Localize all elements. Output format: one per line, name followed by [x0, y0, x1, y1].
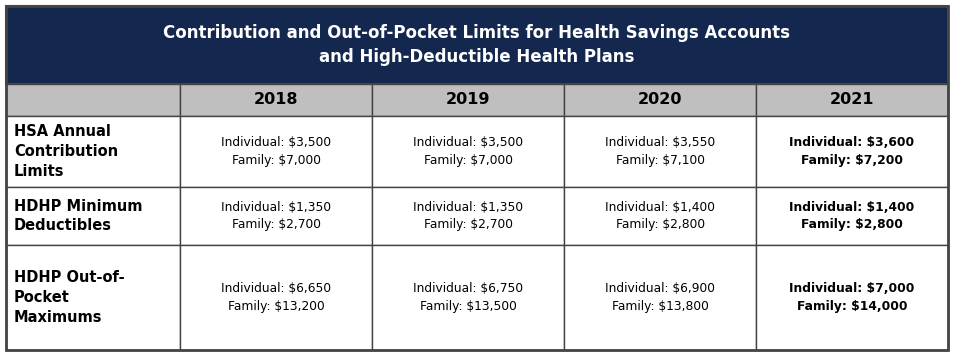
- Bar: [180, 116, 372, 187]
- Text: 2020: 2020: [638, 93, 681, 108]
- Bar: [6, 6, 947, 84]
- Bar: [563, 116, 756, 187]
- Bar: [6, 116, 180, 187]
- Bar: [756, 245, 947, 350]
- Text: HDHP Out-of-
Pocket
Maximums: HDHP Out-of- Pocket Maximums: [14, 270, 125, 325]
- Text: Individual: $1,400
Family: $2,800: Individual: $1,400 Family: $2,800: [604, 201, 715, 231]
- Text: Individual: $6,750
Family: $13,500: Individual: $6,750 Family: $13,500: [413, 282, 522, 313]
- Bar: [6, 187, 180, 245]
- Text: Individual: $6,900
Family: $13,800: Individual: $6,900 Family: $13,800: [604, 282, 715, 313]
- Text: HDHP Minimum
Deductibles: HDHP Minimum Deductibles: [14, 199, 142, 234]
- Text: Individual: $1,350
Family: $2,700: Individual: $1,350 Family: $2,700: [413, 201, 522, 231]
- Text: Individual: $3,500
Family: $7,000: Individual: $3,500 Family: $7,000: [413, 136, 522, 167]
- Bar: [372, 245, 563, 350]
- Bar: [6, 84, 180, 116]
- Text: Individual: $7,000
Family: $14,000: Individual: $7,000 Family: $14,000: [788, 282, 914, 313]
- Bar: [180, 84, 372, 116]
- Text: Individual: $1,400
Family: $2,800: Individual: $1,400 Family: $2,800: [788, 201, 914, 231]
- Bar: [563, 245, 756, 350]
- Bar: [756, 187, 947, 245]
- Text: HSA Annual
Contribution
Limits: HSA Annual Contribution Limits: [14, 124, 118, 179]
- Text: Individual: $3,600
Family: $7,200: Individual: $3,600 Family: $7,200: [789, 136, 914, 167]
- Bar: [563, 84, 756, 116]
- Bar: [6, 245, 180, 350]
- Text: Individual: $6,650
Family: $13,200: Individual: $6,650 Family: $13,200: [221, 282, 331, 313]
- Bar: [372, 187, 563, 245]
- Bar: [372, 84, 563, 116]
- Text: Individual: $3,550
Family: $7,100: Individual: $3,550 Family: $7,100: [604, 136, 715, 167]
- Bar: [180, 187, 372, 245]
- Bar: [756, 84, 947, 116]
- Text: Individual: $3,500
Family: $7,000: Individual: $3,500 Family: $7,000: [221, 136, 331, 167]
- Bar: [180, 245, 372, 350]
- Bar: [372, 116, 563, 187]
- Bar: [563, 187, 756, 245]
- Text: Individual: $1,350
Family: $2,700: Individual: $1,350 Family: $2,700: [221, 201, 331, 231]
- Bar: [756, 116, 947, 187]
- Text: Contribution and Out-of-Pocket Limits for Health Savings Accounts
and High-Deduc: Contribution and Out-of-Pocket Limits fo…: [163, 23, 790, 67]
- Text: 2019: 2019: [445, 93, 490, 108]
- Text: 2021: 2021: [829, 93, 873, 108]
- Text: 2018: 2018: [253, 93, 298, 108]
